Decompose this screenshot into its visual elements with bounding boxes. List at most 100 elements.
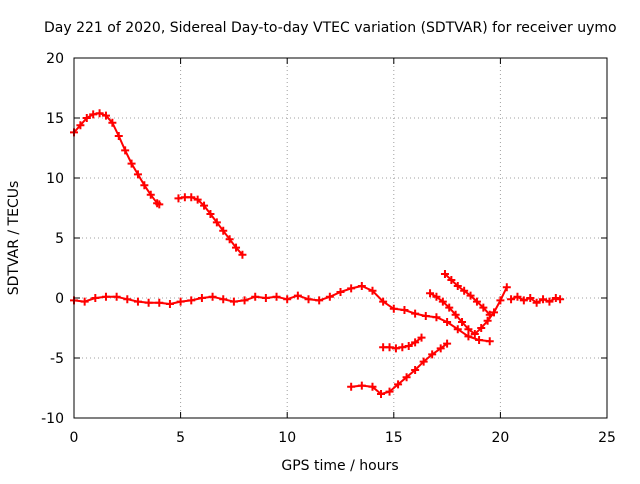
- data-point: [539, 295, 548, 304]
- data-point: [379, 297, 388, 306]
- data-point: [76, 121, 85, 130]
- series-line: [73, 112, 160, 206]
- data-point: [272, 292, 281, 301]
- data-point: [443, 318, 452, 326]
- data-point: [368, 286, 377, 295]
- data-point: [445, 303, 454, 312]
- data-point: [440, 270, 449, 278]
- data-point: [507, 295, 516, 304]
- data-point: [347, 284, 356, 293]
- data-point: [436, 344, 445, 353]
- data-point: [479, 303, 488, 312]
- data-point: [377, 390, 386, 398]
- y-tick-label: 20: [46, 51, 64, 67]
- data-point: [404, 342, 413, 350]
- data-point: [402, 373, 411, 382]
- data-point: [114, 132, 123, 140]
- data-point: [80, 297, 89, 306]
- data-point: [532, 298, 541, 307]
- data-point: [432, 313, 441, 322]
- data-point: [219, 295, 228, 304]
- data-point: [293, 291, 302, 300]
- data-point: [411, 338, 420, 347]
- data-point: [304, 295, 313, 304]
- data-point: [261, 294, 270, 302]
- data-point: [165, 300, 174, 308]
- data-point: [466, 291, 475, 300]
- data-point: [225, 235, 234, 244]
- data-point: [368, 382, 377, 391]
- series-right-tail: [507, 292, 565, 307]
- data-point: [155, 200, 164, 209]
- data-point: [451, 310, 460, 319]
- data-point: [200, 201, 209, 210]
- data-point: [347, 382, 356, 391]
- series-line: [73, 285, 490, 343]
- data-point: [496, 296, 505, 305]
- x-tick-label: 20: [491, 430, 509, 446]
- y-tick-label: 10: [46, 171, 64, 187]
- data-point: [121, 146, 130, 155]
- data-point: [460, 286, 469, 295]
- series-upper-right: [440, 270, 494, 319]
- data-point: [545, 297, 554, 306]
- data-point: [251, 292, 260, 301]
- y-tick-label: 5: [55, 231, 64, 247]
- data-point: [144, 298, 153, 307]
- y-tick-label: 15: [46, 111, 64, 127]
- x-tick-label: 0: [70, 430, 79, 446]
- x-tick-label: 10: [278, 430, 296, 446]
- data-point: [336, 288, 345, 296]
- data-point: [421, 312, 430, 320]
- data-point: [426, 289, 435, 298]
- data-point: [133, 170, 142, 179]
- y-tick-label: 0: [55, 291, 64, 307]
- data-point: [385, 343, 394, 352]
- data-point: [411, 366, 420, 374]
- data-point: [133, 297, 142, 306]
- x-tick-label: 25: [598, 430, 616, 446]
- data-point: [385, 387, 394, 396]
- data-point: [438, 297, 447, 306]
- data-point: [212, 218, 221, 227]
- data-point: [419, 357, 428, 366]
- data-point: [391, 344, 400, 353]
- data-point: [464, 325, 473, 334]
- y-tick-label: -5: [50, 351, 64, 367]
- data-point: [490, 308, 499, 317]
- x-axis-label: GPS time / hours: [281, 458, 398, 474]
- data-point: [206, 210, 215, 218]
- data-point: [485, 337, 494, 346]
- data-point: [519, 296, 528, 305]
- data-point: [443, 339, 452, 348]
- data-point: [453, 325, 462, 334]
- data-point: [483, 316, 492, 325]
- data-point: [458, 318, 467, 326]
- data-point: [394, 380, 403, 389]
- data-point: [146, 190, 155, 199]
- data-point: [472, 297, 481, 306]
- data-point: [432, 292, 441, 301]
- data-point: [315, 296, 324, 305]
- data-point: [187, 193, 196, 202]
- data-point: [193, 195, 202, 204]
- axis-ticks: 0 5 10 15 20 25 -10 -5 0 5 10 15 20: [41, 51, 616, 446]
- data-point: [464, 332, 473, 341]
- data-point: [187, 296, 196, 305]
- data-point: [91, 294, 100, 302]
- series-short-arc: [379, 333, 426, 353]
- data-point: [219, 226, 228, 235]
- plot-frame: [73, 57, 608, 419]
- data-point: [428, 350, 437, 359]
- data-point: [556, 295, 565, 304]
- data-point: [357, 282, 366, 290]
- data-point: [477, 324, 486, 332]
- data-point: [283, 295, 292, 304]
- x-tick-label: 15: [385, 430, 403, 446]
- series-baseline: [70, 282, 494, 346]
- data-point: [101, 292, 110, 301]
- data-point: [475, 336, 484, 344]
- data-point: [513, 292, 522, 301]
- series-right-cluster: [426, 283, 511, 338]
